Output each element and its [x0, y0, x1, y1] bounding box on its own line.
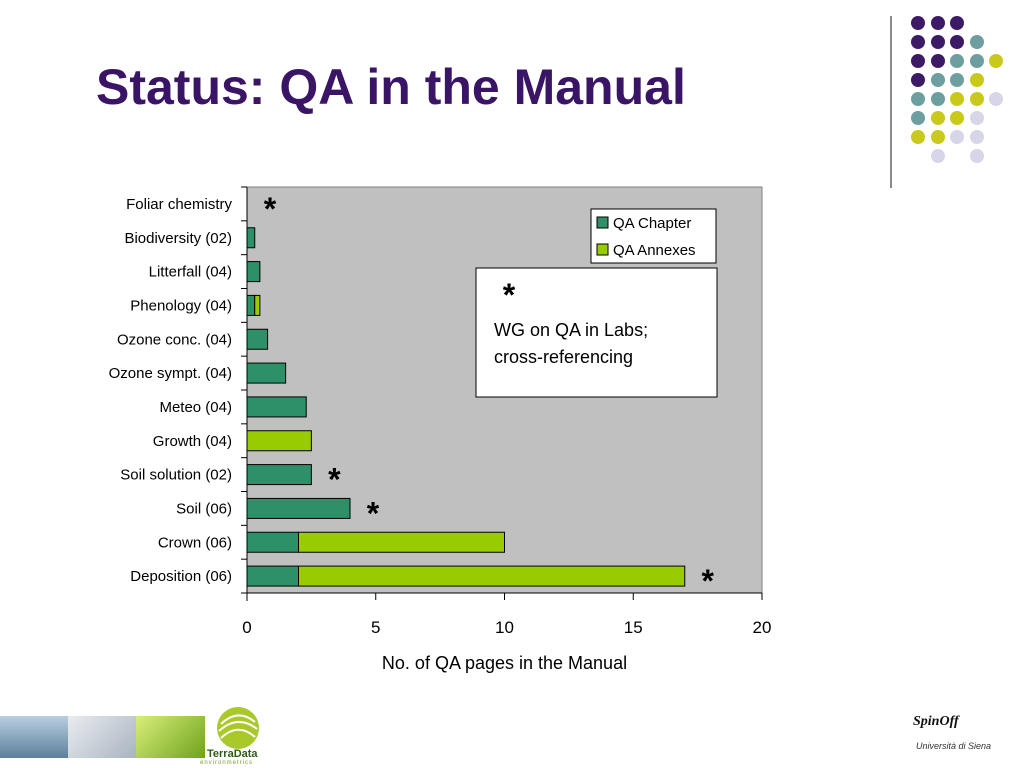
footer-image-strip — [0, 716, 205, 758]
category-label: Biodiversity (02) — [124, 230, 232, 247]
bar-segment — [246, 294, 256, 316]
category-label: Litterfall (04) — [149, 264, 232, 281]
x-tick-label: 5 — [371, 618, 380, 637]
bar-segment — [246, 497, 351, 519]
footer-tile-graph — [68, 716, 136, 758]
category-label: Soil solution (02) — [120, 467, 232, 484]
bar-segment — [298, 531, 505, 553]
legend-swatch — [596, 243, 609, 256]
x-tick-label: 15 — [624, 618, 643, 637]
legend — [590, 208, 717, 264]
bar-segment — [246, 396, 307, 418]
category-label: Ozone sympt. (04) — [109, 365, 232, 382]
bar-segment — [246, 430, 312, 452]
x-axis-title: No. of QA pages in the Manual — [382, 653, 627, 673]
asterisk-marker: * — [367, 495, 380, 531]
annotation-asterisk: * — [503, 277, 516, 313]
category-label: Foliar chemistry — [126, 196, 232, 213]
spinoff-logo: SpinOff — [913, 714, 959, 729]
annotation-box — [475, 267, 718, 398]
asterisk-marker: * — [702, 563, 715, 599]
bar-segment — [246, 261, 261, 283]
category-label: Phenology (04) — [130, 297, 232, 314]
annotation-text: cross-referencing — [494, 347, 633, 367]
bar-segment — [246, 565, 299, 587]
x-tick-label: 20 — [753, 618, 772, 637]
bar-segment — [246, 227, 256, 249]
bar-segment — [298, 565, 686, 587]
category-label: Meteo (04) — [159, 399, 232, 416]
slide-title: Status: QA in the Manual — [96, 59, 686, 115]
footer-tile-leaf — [136, 716, 205, 758]
qa-pages-bar-chart: Foliar chemistry Biodiversity (02) Litterf… — [109, 186, 772, 673]
legend-swatch — [596, 216, 609, 229]
decorative-divider — [890, 16, 892, 188]
category-label: Crown (06) — [158, 534, 232, 551]
category-label: Deposition (06) — [130, 568, 232, 585]
x-tick-label: 0 — [242, 618, 251, 637]
bar-segment — [254, 294, 261, 316]
legend-label: QA Chapter — [613, 215, 691, 232]
category-label: Growth (04) — [153, 433, 232, 450]
x-tick-label: 10 — [495, 618, 514, 637]
asterisk-marker: * — [264, 191, 277, 227]
bar-segment — [246, 362, 287, 384]
legend-label: QA Annexes — [613, 242, 696, 259]
terradata-logo-subtext: environmetrics — [200, 760, 254, 766]
terradata-logo-icon — [217, 707, 259, 749]
asterisk-marker: * — [328, 462, 341, 498]
footer-tile-sky — [0, 716, 68, 758]
bar-segment — [246, 464, 312, 486]
university-label: Università di Siena — [916, 741, 992, 751]
category-label: Ozone conc. (04) — [117, 331, 232, 348]
bar-segment — [246, 531, 299, 553]
annotation-text: WG on QA in Labs; — [494, 320, 648, 340]
terradata-logo-text: TerraData — [207, 748, 258, 760]
category-label: Soil (06) — [176, 500, 232, 517]
bar-segment — [246, 328, 269, 350]
